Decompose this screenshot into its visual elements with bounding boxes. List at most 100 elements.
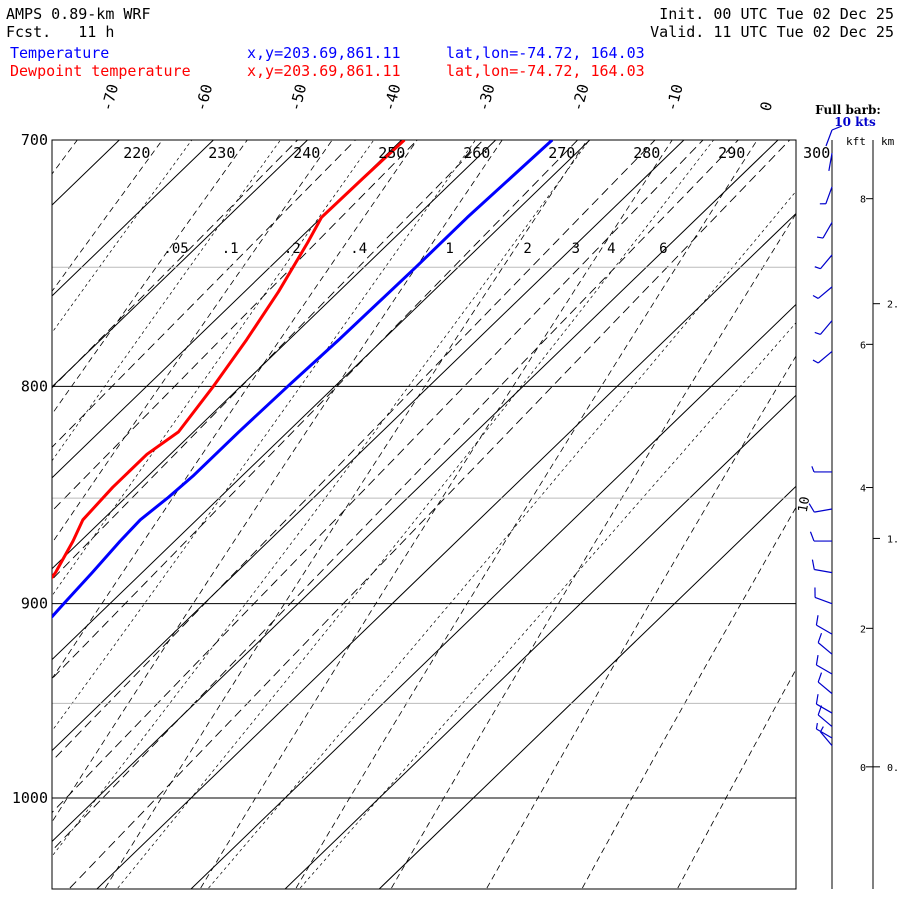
temperature-xy: x,y=203.69,861.11 (247, 44, 401, 62)
wind-barb-staff (825, 186, 833, 204)
wind-barb (814, 320, 833, 335)
wind-speed-label: 10 (796, 496, 813, 514)
wind-barb-staff (816, 703, 833, 714)
init-time: Init. 00 UTC Tue 02 Dec 25 (659, 5, 894, 23)
km-tick-label: 1. (887, 534, 899, 545)
wind-barb-staff (816, 624, 833, 635)
moist-adiabat (208, 190, 796, 889)
wind-barb (816, 222, 833, 239)
kft-tick-label: 6 (860, 340, 866, 351)
isotherm (190, 303, 796, 889)
wind-barb (815, 615, 833, 635)
dewpoint-line (52, 140, 406, 580)
wind-barb (812, 286, 833, 299)
wind-barb (819, 726, 833, 746)
wind-barb-flag (811, 559, 815, 570)
mixing-ratio-line (52, 140, 418, 512)
wind-barb-staff (817, 286, 833, 299)
wind-barb (828, 153, 833, 171)
mixing-ratio-label: .05 (163, 241, 188, 257)
moist-adiabat (52, 140, 476, 732)
mixing-ratio-line (52, 140, 356, 448)
kft-tick-label: 8 (860, 195, 866, 206)
wind-barb-staff (814, 568, 833, 574)
wind-barb-staff (819, 731, 833, 746)
dry-adiabat (200, 140, 673, 889)
wind-barb (814, 587, 833, 605)
wind-barb (815, 694, 833, 714)
dry-adiabat (582, 506, 796, 889)
forecast-hour: Fcst. 11 h (6, 23, 115, 41)
plot-frame (51, 139, 797, 890)
wind-barb (811, 466, 832, 473)
wind-barb (817, 672, 833, 695)
model-title: AMPS 0.89-km WRF (6, 5, 151, 23)
wind-barb (812, 350, 833, 364)
moist-adiabat (52, 140, 590, 857)
wind-legend-barb-flag (831, 125, 843, 131)
kft-unit-label: kft (846, 135, 866, 148)
legend-dewpoint: Dewpoint temperature (10, 62, 191, 80)
mixing-ratio-label: .4 (350, 241, 367, 257)
pressure-tick-label: 1000 (12, 789, 48, 807)
wind-barb (815, 655, 833, 675)
wind-barb-staff (819, 320, 833, 335)
moist-adiabat (52, 140, 375, 597)
dewpoint-latlon: lat,lon=-74.72, 164.03 (446, 62, 645, 80)
wind-barb-flag (812, 359, 819, 364)
dry-adiabat-label: 230 (208, 144, 235, 162)
wind-barb-staff (828, 153, 833, 171)
legend-temperature: Temperature (10, 44, 110, 62)
isotherm (0, 140, 25, 889)
isotherm (52, 140, 214, 297)
isotherm-label: 0 (756, 100, 776, 113)
isotherm-label: -40 (380, 82, 404, 113)
wind-barb (817, 632, 833, 655)
wind-barb-staff (814, 508, 833, 513)
wind-barb-staff (817, 642, 833, 655)
mixing-ratio-line (52, 140, 656, 762)
isotherm (284, 394, 796, 889)
dry-adiabat (391, 213, 796, 889)
dry-adiabat-label: 220 (123, 144, 150, 162)
km-tick-label: 0. (887, 763, 899, 774)
mixing-ratio-line (52, 140, 298, 389)
mixing-ratio-label: 6 (659, 241, 667, 257)
mixing-ratio-line (69, 140, 791, 889)
dry-adiabat (52, 140, 503, 823)
wind-barb-staff (817, 714, 833, 727)
wind-barb-staff (814, 596, 833, 605)
kft-tick-label: 2 (860, 624, 866, 635)
wind-barb-staff (816, 728, 833, 739)
mixing-ratio-line (52, 140, 484, 581)
dry-adiabat (677, 668, 796, 889)
mixing-ratio-line (52, 140, 739, 852)
wind-barb (814, 254, 833, 270)
wind-barb (809, 531, 832, 542)
isotherm (52, 140, 120, 206)
isotherm (52, 140, 685, 752)
isotherm-label: -30 (474, 82, 498, 113)
wind-barb-staff (822, 222, 833, 239)
mixing-ratio-label: 4 (607, 241, 615, 257)
isotherm-label: -60 (192, 82, 216, 113)
mixing-ratio-label: .1 (222, 241, 239, 257)
wind-barb-flag (815, 694, 819, 705)
kft-tick-label: 0 (860, 763, 866, 774)
wind-legend-barb (825, 129, 833, 147)
pressure-tick-label: 700 (21, 131, 48, 149)
km-unit-label: km (881, 135, 895, 148)
wind-barb-flag (815, 655, 819, 666)
wind-barb-staff (816, 664, 833, 675)
isotherm (52, 140, 591, 661)
mixing-ratio-label: 2 (523, 241, 531, 257)
wind-barb-flag (815, 722, 818, 730)
dry-adiabat (0, 127, 2, 888)
wind-barb-flag (814, 266, 821, 270)
moist-adiabat (52, 140, 281, 462)
wind-barb (808, 503, 833, 513)
wind-barb (819, 186, 833, 205)
mixing-ratio-label: 3 (572, 241, 580, 257)
dry-adiabat (52, 140, 248, 415)
